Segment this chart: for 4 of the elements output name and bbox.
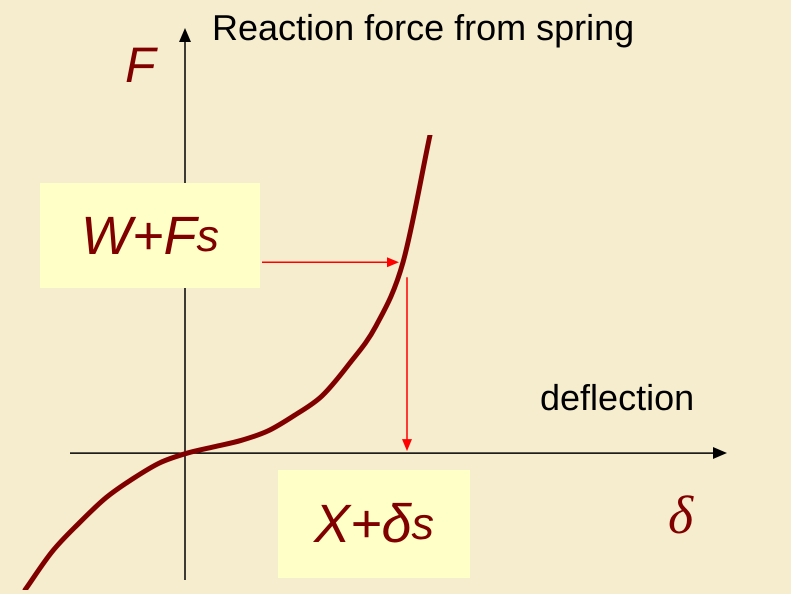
chart-title: Reaction force from spring xyxy=(212,7,634,48)
y-axis-title: F xyxy=(125,37,156,93)
annotation: δ xyxy=(668,485,694,545)
x-axis-title: deflection xyxy=(540,377,694,418)
